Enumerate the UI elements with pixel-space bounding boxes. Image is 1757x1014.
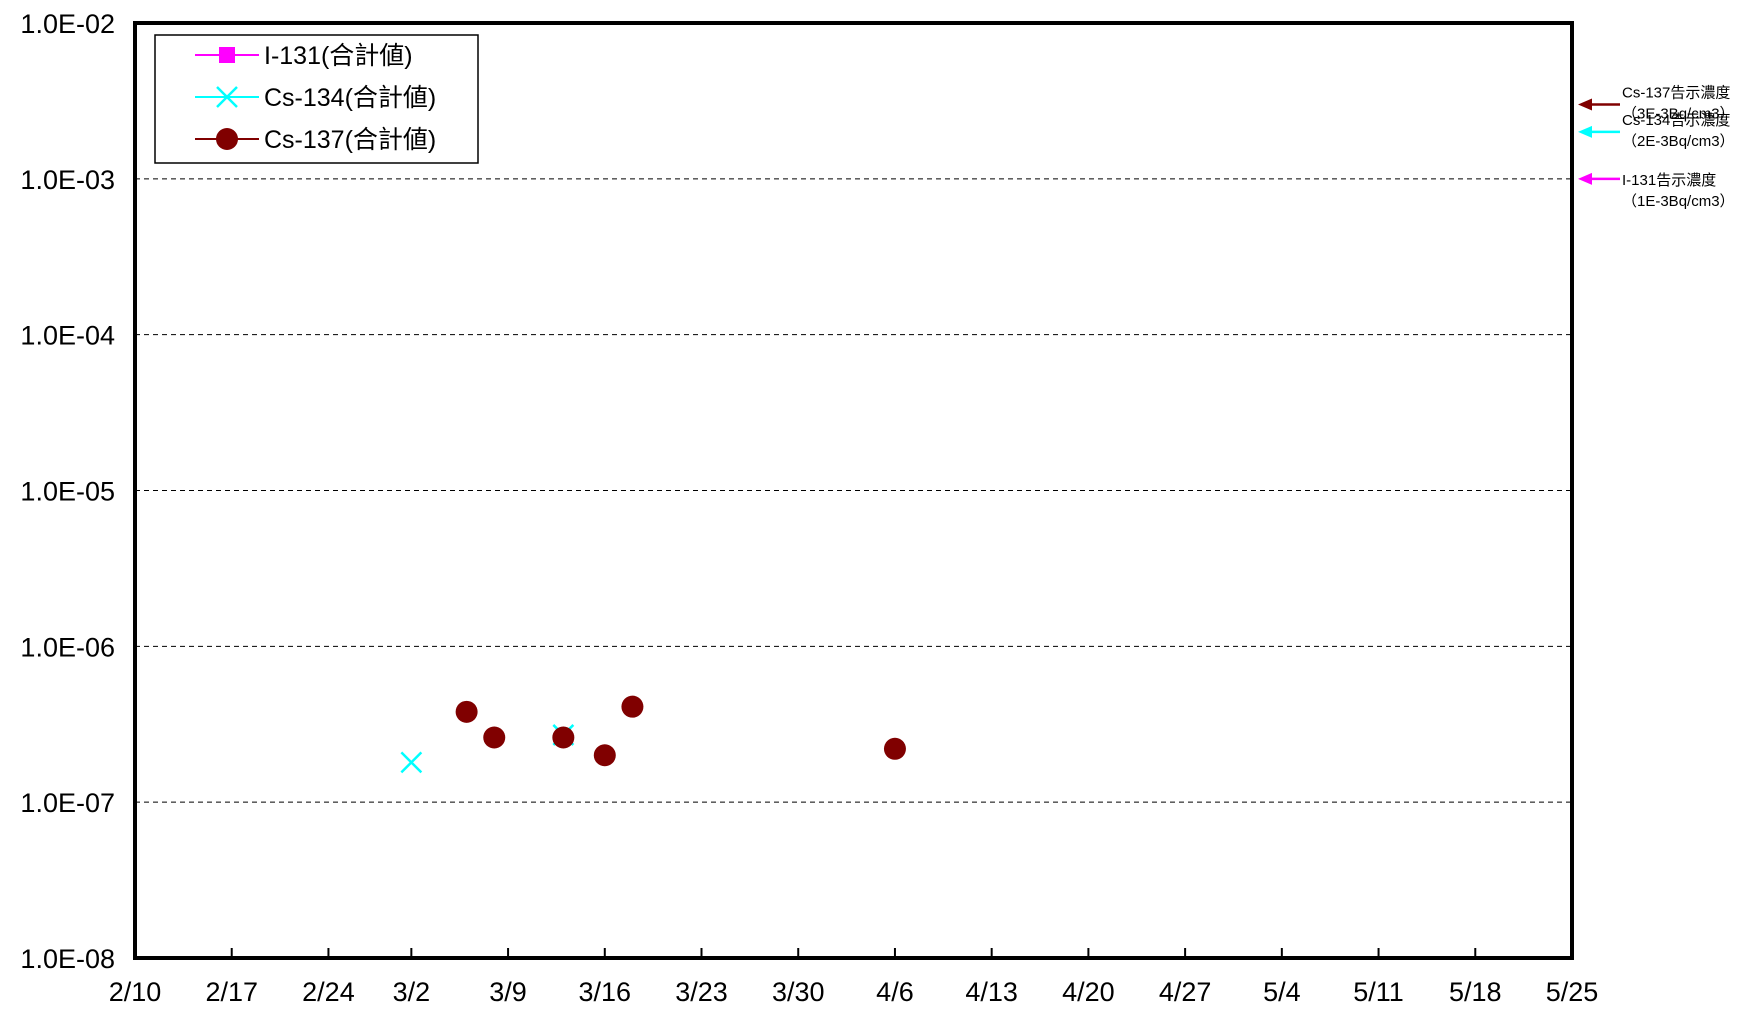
data-point-x <box>400 751 423 774</box>
x-marker-stroke <box>216 86 238 108</box>
reference-limit: I-131告示濃度 （1E-3Bq/cm3） <box>1578 172 1735 210</box>
data-points <box>400 695 906 774</box>
x-marker-stroke <box>400 751 423 774</box>
legend-marker <box>216 86 238 108</box>
x-tick-label: 2/17 <box>205 977 258 1007</box>
plot-area-frame <box>133 21 1574 960</box>
x-tick-label: 5/11 <box>1353 977 1404 1007</box>
x-tick-label: 3/2 <box>393 977 431 1007</box>
x-tick-label: 5/18 <box>1449 977 1502 1007</box>
reference-name: Cs-137告示濃度 <box>1622 84 1730 101</box>
legend-entry: Cs-134(合計値) <box>195 84 436 112</box>
data-point-circle <box>483 726 506 749</box>
reference-limit: Cs-137告示濃度 （3E-3Bq/cm3） <box>1578 84 1735 122</box>
reference-arrow-head <box>1578 98 1592 111</box>
x-tick-label: 3/30 <box>772 977 825 1007</box>
y-tick-label: 1.0E-08 <box>20 944 115 974</box>
reference-arrow-head <box>1578 172 1592 185</box>
legend-label: Cs-137(合計値) <box>264 126 436 154</box>
legend-box <box>154 34 479 164</box>
x-tick-label: 5/4 <box>1263 977 1301 1007</box>
grid-lines <box>135 178 1572 803</box>
x-tick-label: 2/24 <box>302 977 355 1007</box>
x-tick-label: 3/23 <box>675 977 728 1007</box>
reference-arrow-head <box>1578 125 1592 138</box>
x-tick-label: 3/16 <box>579 977 632 1007</box>
y-axis-tick-labels: 1.0E-02 1.0E-03 1.0E-04 1.0E-05 1.0E-06 1.0E-… <box>20 9 115 974</box>
data-point-circle <box>883 737 906 760</box>
x-tick-label: 4/27 <box>1159 977 1212 1007</box>
y-tick-label: 1.0E-02 <box>20 9 115 39</box>
x-axis-ticks: 2/10 2/17 2/24 3/2 3/9 3/16 3/23 3/30 4/6 4/13 4/2… <box>109 948 1599 1007</box>
y-tick-label: 1.0E-06 <box>20 632 115 662</box>
legend-entry: Cs-137(合計値) <box>195 126 436 154</box>
x-tick-label: 4/6 <box>876 977 914 1007</box>
reference-name: Cs-134告示濃度 <box>1622 112 1730 129</box>
data-point-circle <box>621 695 644 718</box>
reference-limit-annotations: Cs-137告示濃度 （3E-3Bq/cm3）Cs-134告示濃度 （2E-3Bq/… <box>1578 84 1735 210</box>
x-tick-label: 4/20 <box>1062 977 1115 1007</box>
y-tick-label: 1.0E-07 <box>20 788 115 818</box>
data-point-circle <box>552 726 575 749</box>
reference-name: I-131告示濃度 <box>1622 172 1716 189</box>
x-tick-label: 3/9 <box>489 977 527 1007</box>
y-tick-label: 1.0E-03 <box>20 165 115 195</box>
reference-value: （1E-3Bq/cm3） <box>1622 193 1735 210</box>
y-tick-label: 1.0E-04 <box>20 321 115 351</box>
reference-value: （3E-3Bq/cm3） <box>1622 105 1735 122</box>
legend-marker <box>216 128 238 150</box>
legend-label: I-131(合計値) <box>264 42 413 70</box>
legend-entry: I-131(合計値) <box>195 42 413 70</box>
legend-marker <box>219 47 235 63</box>
data-point-circle <box>593 744 616 767</box>
reference-limit: Cs-134告示濃度 （2E-3Bq/cm3） <box>1578 112 1735 150</box>
reference-value: （2E-3Bq/cm3） <box>1622 133 1735 150</box>
x-tick-label: 4/13 <box>965 977 1018 1007</box>
y-tick-label: 1.0E-05 <box>20 477 115 507</box>
x-tick-label: 5/25 <box>1546 977 1599 1007</box>
data-point-circle <box>455 700 478 723</box>
x-tick-label: 2/10 <box>109 977 162 1007</box>
legend: I-131(合計値) Cs-134(合計値) Cs-137(合計値) <box>154 34 479 164</box>
legend-label: Cs-134(合計値) <box>264 84 436 112</box>
